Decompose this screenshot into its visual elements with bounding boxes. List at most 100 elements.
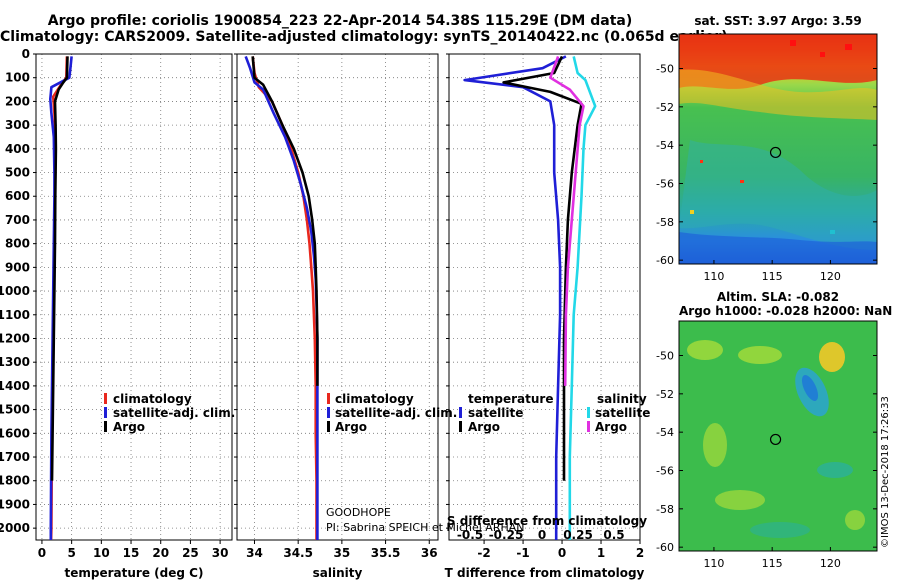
x-tick-label: -2 xyxy=(477,546,490,560)
legend-swatch-temp-argo xyxy=(459,421,462,432)
temperature-frame xyxy=(35,53,233,541)
map-lat-label: -52 xyxy=(656,101,674,114)
x-tick-label: -1 xyxy=(516,546,529,560)
map-lat-label: -58 xyxy=(656,503,674,516)
legend-label-climatology: climatology xyxy=(335,392,414,406)
sst-pixel xyxy=(740,180,744,183)
x-tick-label: 30 xyxy=(212,546,229,560)
sst-cold-edge xyxy=(679,232,877,264)
depth-tick-label: 900 xyxy=(5,260,30,274)
sst-pixel xyxy=(830,230,835,234)
legend-label-sal-satellite: satellite xyxy=(595,406,650,420)
salinity-panel: 34 34.5 35 35.5 36 salinity xyxy=(234,53,439,580)
depth-tick-label: 1700 xyxy=(0,450,30,464)
map-lat-label: -52 xyxy=(656,388,674,401)
legend-swatch-climatology xyxy=(327,393,330,404)
difference-panel: -2 -1 0 1 2 T difference from climatology xyxy=(445,53,645,580)
x-tick-label: 1 xyxy=(597,546,605,560)
s-difference-label: S difference from climatology xyxy=(447,514,647,528)
salinity-frame xyxy=(236,53,439,541)
map-lat-label: -56 xyxy=(656,178,674,191)
sla-blob xyxy=(703,423,727,467)
legend-head-salinity: salinity xyxy=(597,392,647,406)
depth-tick-label: 1900 xyxy=(0,497,30,511)
map-lon-label: 115 xyxy=(762,270,783,283)
sst-front xyxy=(679,69,877,120)
depth-tick-label: 1000 xyxy=(0,284,30,298)
sst-map: -50 -52 -54 -56 -58 -60 110 115 120 xyxy=(656,33,878,283)
map-lat-label: -54 xyxy=(656,139,674,152)
legend-label-argo: Argo xyxy=(335,420,367,434)
sla-blob xyxy=(845,510,865,530)
map-lat-label: -56 xyxy=(656,465,674,478)
goodhope-note: GOODHOPE xyxy=(326,506,391,519)
series-line-argo xyxy=(251,56,319,386)
sst-map-title: sat. SST: 3.97 Argo: 3.59 xyxy=(694,14,862,28)
sst-pixel xyxy=(700,160,703,163)
sla-blob xyxy=(738,346,782,364)
depth-tick-label: 200 xyxy=(5,94,30,108)
s-tick-label: 0.25 xyxy=(563,528,593,542)
s-tick-label: 0 xyxy=(538,528,546,542)
sla-blob xyxy=(750,522,810,538)
temperature-xlabel: temperature (deg C) xyxy=(65,566,204,580)
depth-tick-label: 0 xyxy=(22,47,30,61)
depth-tick-label: 600 xyxy=(5,189,30,203)
map-lat-label: -60 xyxy=(656,541,674,554)
map-lat-label: -50 xyxy=(656,63,674,76)
legend-swatch-sal-argo xyxy=(587,421,590,432)
map-lon-label: 110 xyxy=(703,557,724,570)
series-line-temperature-argo xyxy=(502,55,583,481)
sst-pixel xyxy=(690,210,694,214)
legend-swatch-argo xyxy=(104,421,107,432)
sst-pixel xyxy=(845,44,852,50)
x-tick-label: 2 xyxy=(636,546,644,560)
legend-label-satellite: satellite-adj. clim. xyxy=(113,406,235,420)
sst-warm-band xyxy=(679,34,877,89)
legend-swatch-satellite xyxy=(104,407,107,418)
x-tick-label: 34 xyxy=(246,546,263,560)
map-lon-label: 120 xyxy=(820,270,841,283)
legend-label-sal-argo: Argo xyxy=(595,420,627,434)
legend-label-argo: Argo xyxy=(113,420,145,434)
x-tick-label: 5 xyxy=(67,546,75,560)
series-line-temperature-satellite xyxy=(463,55,567,540)
difference-xlabel: T difference from climatology xyxy=(445,566,645,580)
x-tick-label: 35.5 xyxy=(371,546,401,560)
legend-swatch-satellite xyxy=(327,407,330,418)
sst-pixel xyxy=(820,52,825,57)
map-lat-label: -50 xyxy=(656,350,674,363)
sla-map: -50 -52 -54 -56 -58 -60 110 115 120 xyxy=(656,320,878,570)
argo-location-marker xyxy=(769,433,782,446)
sla-map-title-line1: Altim. SLA: -0.082 xyxy=(716,290,840,304)
x-tick-label: 34.5 xyxy=(283,546,313,560)
depth-tick-label: 1200 xyxy=(0,331,30,345)
depth-tick-label: 1300 xyxy=(0,355,30,369)
depth-tick-label: 400 xyxy=(5,142,30,156)
depth-tick-label: 500 xyxy=(5,166,30,180)
sla-map-title-line2: Argo h1000: -0.028 h2000: NaN xyxy=(679,304,893,318)
depth-tick-label: 700 xyxy=(5,213,30,227)
s-tick-label: -0.25 xyxy=(489,528,524,542)
sst-map-frame xyxy=(678,33,878,265)
sla-axes: -50 -52 -54 -56 -58 -60 110 115 120 xyxy=(656,350,877,570)
legend-difference-panel: temperature salinity satellite Argo sate… xyxy=(447,392,650,528)
depth-tick-label: 1600 xyxy=(0,426,30,440)
depth-tick-label: 2000 xyxy=(0,521,30,535)
map-lat-label: -60 xyxy=(656,254,674,267)
series-line-salinity-satellite xyxy=(568,56,597,540)
series-line-salinity-argo xyxy=(548,55,585,386)
legend-swatch-climatology xyxy=(104,393,107,404)
s-tick-label: 0.5 xyxy=(603,528,624,542)
map-lat-label: -58 xyxy=(656,216,674,229)
map-lon-label: 115 xyxy=(762,557,783,570)
depth-tick-label: 1400 xyxy=(0,379,30,393)
legend-label-temp-argo: Argo xyxy=(468,420,500,434)
s-difference-axis: -0.5 -0.25 0 0.25 0.5 xyxy=(457,528,625,542)
depth-tick-label: 1100 xyxy=(0,308,30,322)
sst-pixel xyxy=(790,40,796,46)
sla-blob xyxy=(715,490,765,510)
legend-label-temp-satellite: satellite xyxy=(468,406,523,420)
x-tick-label: 10 xyxy=(93,546,110,560)
